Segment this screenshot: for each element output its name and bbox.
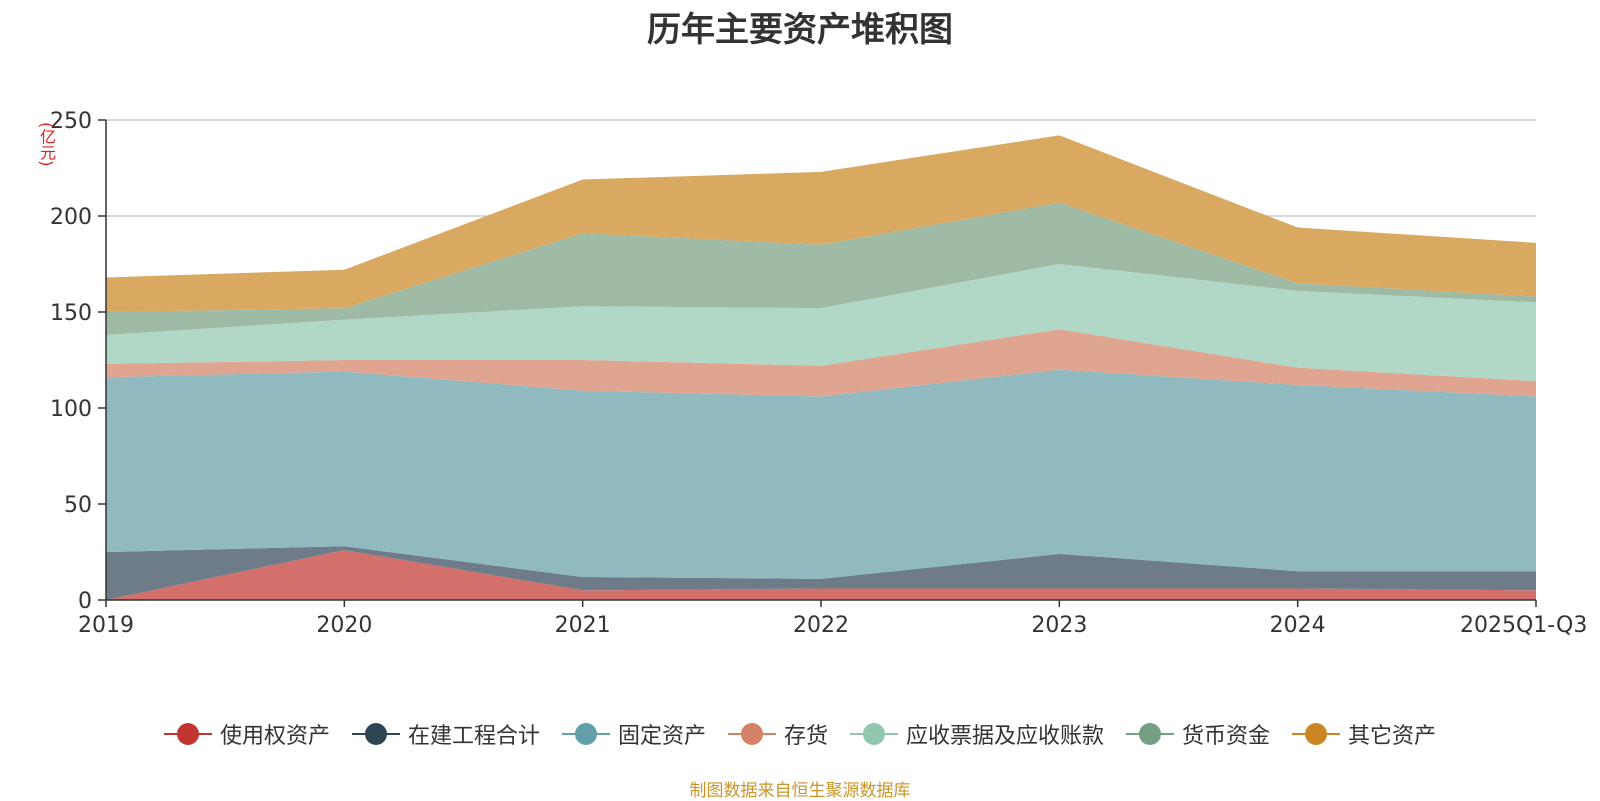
legend-label: 使用权资产	[219, 724, 330, 749]
legend-item[interactable]: 货币资金	[1126, 718, 1270, 750]
legend-label: 其它资产	[1348, 724, 1437, 749]
legend-item[interactable]: 固定资产	[561, 718, 706, 750]
x-tick-label: 2021	[555, 613, 611, 638]
legend-label: 固定资产	[617, 724, 706, 749]
x-tick-label: 2024	[1270, 613, 1326, 638]
y-tick-label: 250	[50, 109, 92, 134]
y-tick-label: 150	[50, 301, 92, 326]
legend-item[interactable]: 使用权资产	[163, 718, 330, 750]
area-series-7	[106, 135, 1536, 312]
legend-marker-icon	[351, 722, 400, 746]
x-tick-label: 2022	[793, 613, 849, 638]
x-tick-label: 2020	[316, 613, 372, 638]
y-tick-label: 0	[78, 589, 92, 614]
area-series-6	[106, 202, 1536, 336]
legend-marker-icon	[727, 722, 776, 746]
y-tick-label: 50	[64, 493, 92, 518]
area-series-1	[106, 550, 1536, 600]
area-series-3	[106, 369, 1536, 579]
legend-item[interactable]: 其它资产	[1292, 718, 1436, 750]
area-series-2	[106, 546, 1536, 600]
legend-label: 应收票据及应收账款	[906, 724, 1105, 749]
legend-item[interactable]: 存货	[727, 718, 828, 750]
legend-marker-icon	[163, 722, 212, 746]
legend-label: 在建工程合计	[407, 724, 540, 749]
legend-marker-icon	[1126, 722, 1175, 746]
x-tick-label: 2023	[1031, 613, 1087, 638]
legend-item[interactable]: 应收票据及应收账款	[850, 718, 1104, 750]
y-axis-unit-label: (亿元)	[37, 122, 56, 167]
x-tick-label: 2025Q1-Q3	[1460, 613, 1587, 638]
x-tick-label: 2019	[78, 613, 134, 638]
chart-title: 历年主要资产堆积图	[647, 10, 953, 50]
y-tick-label: 100	[50, 397, 92, 422]
legend-label: 货币资金	[1182, 724, 1271, 749]
source-footnote: 制图数据来自恒生聚源数据库	[689, 781, 911, 801]
legend: 使用权资产 在建工程合计 固定资产 存货 应收票据及应收账款 货币资金 其它资产	[0, 718, 1600, 750]
axes: 0 50 100 150 200 250 2019 2020 2021 2022 2023 2024 2…	[50, 109, 1587, 638]
legend-marker-icon	[850, 722, 898, 746]
legend-marker-icon	[1292, 722, 1341, 746]
area-series-5	[106, 264, 1536, 382]
legend-item[interactable]: 在建工程合计	[351, 718, 540, 750]
area-series-4	[106, 329, 1536, 397]
y-tick-label: 200	[50, 205, 92, 230]
area-series	[106, 135, 1536, 600]
legend-marker-icon	[561, 722, 610, 746]
legend-label: 存货	[783, 724, 828, 749]
